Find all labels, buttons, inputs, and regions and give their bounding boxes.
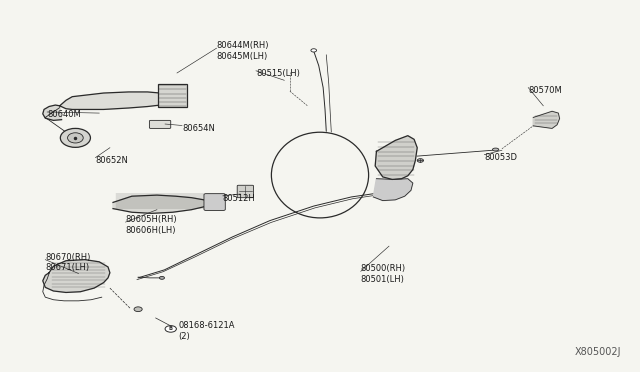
Ellipse shape bbox=[68, 133, 83, 143]
Ellipse shape bbox=[417, 159, 424, 162]
Text: B: B bbox=[169, 326, 173, 331]
FancyBboxPatch shape bbox=[237, 185, 253, 198]
Ellipse shape bbox=[159, 276, 164, 279]
Ellipse shape bbox=[60, 128, 90, 147]
Text: 80640M: 80640M bbox=[47, 110, 81, 119]
Ellipse shape bbox=[311, 49, 317, 52]
Text: 80515(LH): 80515(LH) bbox=[256, 69, 300, 78]
Circle shape bbox=[165, 326, 177, 332]
Text: 80670(RH)
80671(LH): 80670(RH) 80671(LH) bbox=[45, 253, 91, 272]
Polygon shape bbox=[43, 260, 110, 292]
Text: 08168-6121A
(2): 08168-6121A (2) bbox=[179, 321, 235, 341]
Text: 80654N: 80654N bbox=[182, 124, 215, 133]
FancyBboxPatch shape bbox=[204, 194, 225, 211]
Polygon shape bbox=[43, 105, 61, 121]
Text: X805002J: X805002J bbox=[575, 347, 621, 357]
FancyBboxPatch shape bbox=[149, 121, 171, 128]
Polygon shape bbox=[60, 92, 170, 109]
Bar bbox=[159, 84, 187, 108]
Polygon shape bbox=[533, 111, 559, 128]
Text: 80500(RH)
80501(LH): 80500(RH) 80501(LH) bbox=[361, 264, 406, 284]
Ellipse shape bbox=[134, 307, 142, 312]
Polygon shape bbox=[373, 179, 413, 201]
Polygon shape bbox=[375, 136, 417, 179]
Text: 80605H(RH)
80606H(LH): 80605H(RH) 80606H(LH) bbox=[125, 215, 177, 235]
Text: 80652N: 80652N bbox=[95, 156, 129, 165]
Text: 80053D: 80053D bbox=[484, 153, 517, 162]
Text: 80570M: 80570M bbox=[528, 86, 562, 95]
Text: 80512H: 80512H bbox=[223, 194, 255, 203]
Text: 80644M(RH)
80645M(LH): 80644M(RH) 80645M(LH) bbox=[216, 41, 269, 61]
Polygon shape bbox=[113, 195, 207, 214]
Ellipse shape bbox=[493, 148, 499, 151]
